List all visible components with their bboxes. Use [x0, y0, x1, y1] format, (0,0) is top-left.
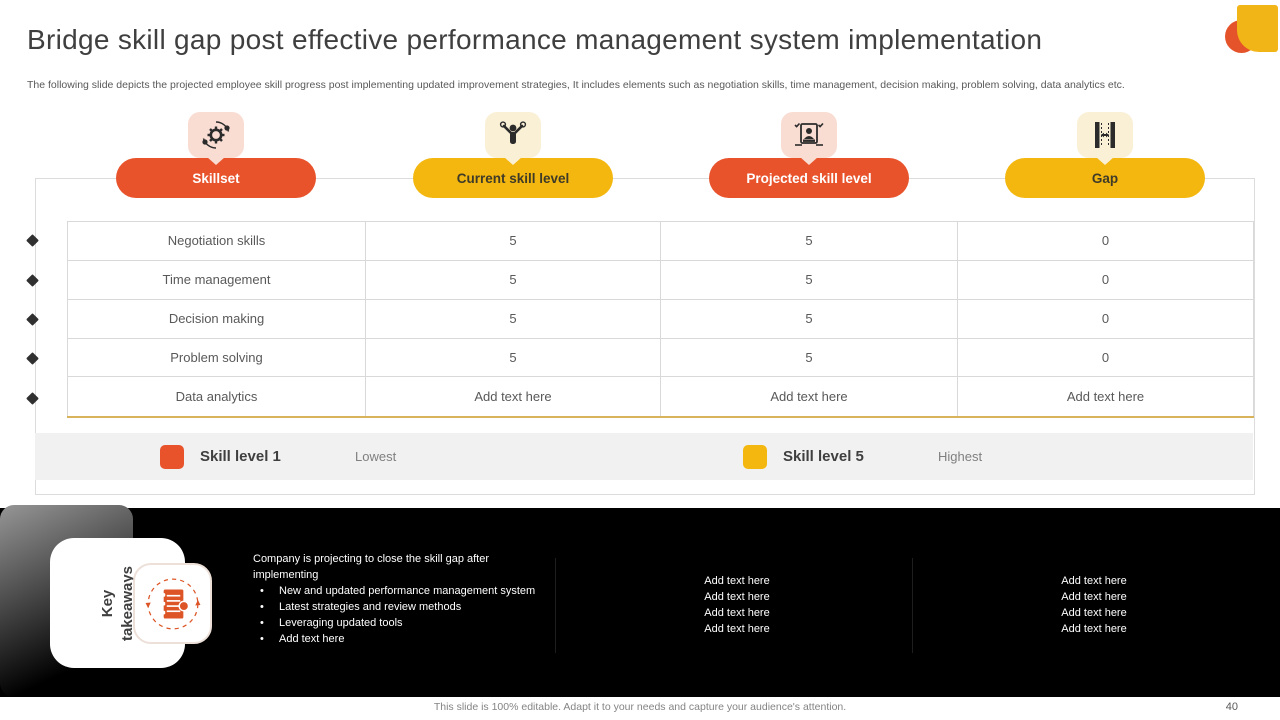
- notebook-icon: [145, 578, 200, 629]
- key-takeaways-text: Company is projecting to close the skill…: [253, 552, 553, 648]
- person-arms-up-icon: [499, 121, 527, 144]
- page-number: 40: [1225, 701, 1238, 713]
- cell-skillset: Time management: [67, 259, 366, 300]
- gap-width-icon: [1095, 122, 1115, 148]
- column-header-skillset: Skillset: [116, 112, 316, 198]
- legend-description: Highest: [938, 449, 983, 464]
- cell-gap: 0: [957, 221, 1254, 261]
- placeholder-add-text[interactable]: Add text here: [660, 376, 958, 419]
- legend-item-skill-level-1: Skill level 1 Lowest: [160, 433, 396, 480]
- legend-strip: Skill level 1 Lowest Skill level 5 Highe…: [35, 433, 1253, 480]
- key-takeaways-title-line1: Key: [99, 589, 116, 617]
- placeholder-add-text[interactable]: Add text here: [1061, 575, 1127, 587]
- table-row: Problem solving 5 5 0: [67, 337, 1254, 378]
- column-header-gap: Gap: [1005, 112, 1205, 198]
- slide-description: The following slide depicts the projecte…: [27, 79, 1125, 91]
- legend-label: Skill level 1: [200, 448, 281, 465]
- column-badge: [1077, 112, 1133, 158]
- gear-icon: [202, 121, 230, 149]
- placeholder-add-text[interactable]: Add text here: [704, 607, 770, 619]
- placeholder-add-text[interactable]: Add text here: [1061, 591, 1127, 603]
- cell-gap: 0: [957, 298, 1254, 339]
- cell-current: 5: [365, 221, 661, 261]
- placeholder-add-text[interactable]: Add text here: [253, 632, 553, 648]
- cell-current: 5: [365, 337, 661, 378]
- table-frame-border: [35, 178, 1255, 495]
- cell-skillset: Negotiation skills: [67, 221, 366, 261]
- column-badge: [188, 112, 244, 158]
- legend-item-skill-level-5: Skill level 5 Highest: [743, 433, 982, 480]
- cell-current: 5: [365, 298, 661, 339]
- table-row: Decision making 5 5 0: [67, 298, 1254, 339]
- placeholder-add-text[interactable]: Add text here: [704, 623, 770, 635]
- cell-gap: 0: [957, 259, 1254, 300]
- key-takeaways-intro: Company is projecting to close the skill…: [253, 553, 490, 581]
- placeholder-add-text[interactable]: Add text here: [1061, 623, 1127, 635]
- legend-label: Skill level 5: [783, 448, 864, 465]
- column-pill-current-skill-level: Current skill level: [413, 158, 613, 198]
- column-header-current-skill-level: Current skill level: [413, 112, 613, 198]
- legend-description: Lowest: [355, 449, 397, 464]
- editable-note: This slide is 100% editable. Adapt it to…: [433, 701, 847, 713]
- cell-projected: 5: [660, 337, 958, 378]
- cell-skillset: Data analytics: [67, 376, 366, 419]
- brand-logo: [1220, 0, 1280, 70]
- cell-projected: 5: [660, 221, 958, 261]
- bullet-item: Latest strategies and review methods: [253, 600, 553, 616]
- bullet-item: New and updated performance management s…: [253, 584, 553, 600]
- key-takeaways-title: Key takeaways: [98, 565, 137, 640]
- key-takeaways-section: Key takeaways: [0, 505, 1280, 697]
- cell-projected: 5: [660, 298, 958, 339]
- footer-placeholder-list: Add text here Add text here Add text her…: [657, 573, 817, 637]
- employee-review-icon: [794, 122, 824, 146]
- footer-placeholder-list: Add text here Add text here Add text her…: [1014, 573, 1174, 637]
- key-takeaways-icon-card: [133, 563, 212, 644]
- cell-skillset: Problem solving: [67, 337, 366, 378]
- cell-skillset: Decision making: [67, 298, 366, 339]
- placeholder-add-text[interactable]: Add text here: [957, 376, 1254, 419]
- cell-gap: 0: [957, 337, 1254, 378]
- skills-table: Negotiation skills 5 5 0 Time management…: [67, 221, 1254, 419]
- bottom-bar: This slide is 100% editable. Adapt it to…: [0, 697, 1280, 720]
- footer-divider: [912, 558, 913, 653]
- cell-projected: 5: [660, 259, 958, 300]
- column-pill-skillset: Skillset: [116, 158, 316, 198]
- logo-yellow-shape-icon: [1237, 5, 1278, 52]
- table-row: Negotiation skills 5 5 0: [67, 221, 1254, 261]
- column-badge: [781, 112, 837, 158]
- table-row: Data analytics Add text here Add text he…: [67, 376, 1254, 419]
- table-row: Time management 5 5 0: [67, 259, 1254, 300]
- placeholder-add-text[interactable]: Add text here: [704, 591, 770, 603]
- column-badge: [485, 112, 541, 158]
- placeholder-add-text[interactable]: Add text here: [365, 376, 661, 419]
- placeholder-add-text[interactable]: Add text here: [1061, 607, 1127, 619]
- bullet-item: Leveraging updated tools: [253, 616, 553, 632]
- key-takeaways-bullet-list: New and updated performance management s…: [253, 584, 553, 648]
- legend-swatch-yellow: [743, 444, 767, 469]
- cell-current: 5: [365, 259, 661, 300]
- page-title: Bridge skill gap post effective performa…: [27, 24, 1043, 55]
- legend-swatch-orange: [160, 444, 184, 469]
- column-header-projected-skill-level: Projected skill level: [709, 112, 909, 198]
- placeholder-add-text[interactable]: Add text here: [704, 575, 770, 587]
- column-pill-gap: Gap: [1005, 158, 1205, 198]
- footer-divider: [555, 558, 556, 653]
